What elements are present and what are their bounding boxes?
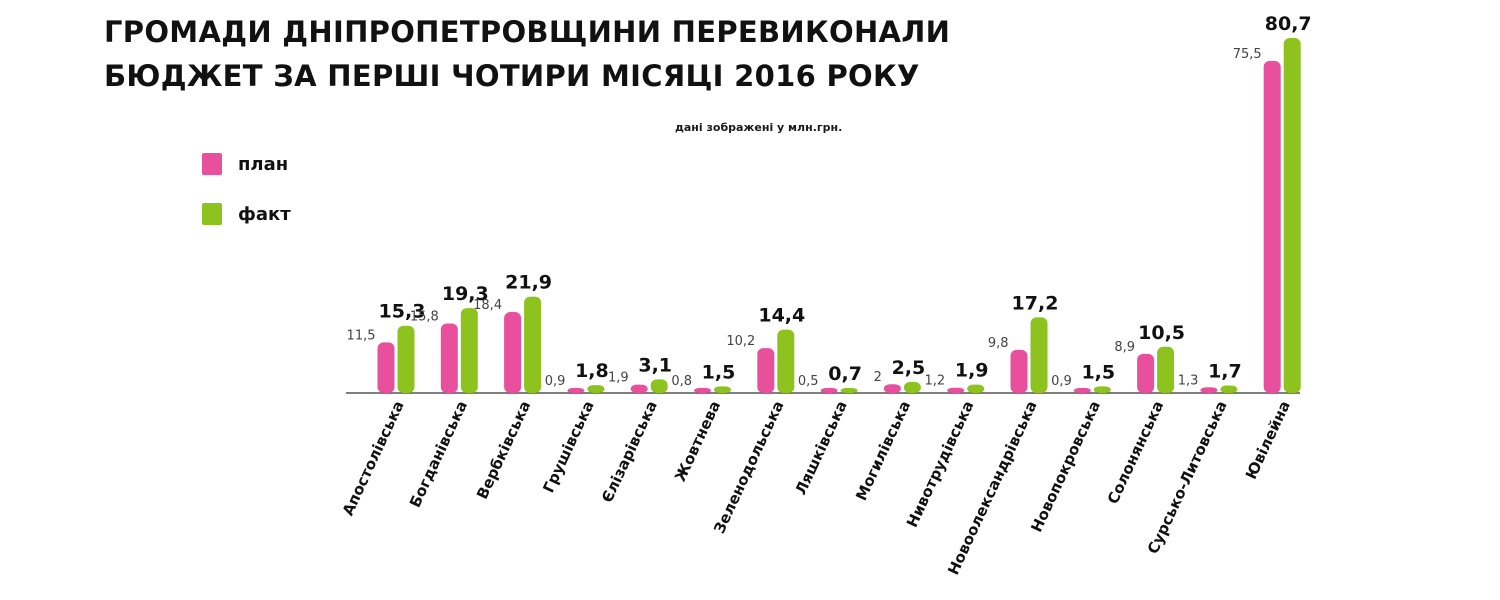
- data-label-plan-1: 15,8: [410, 309, 439, 324]
- bar-fact-13: [1220, 385, 1238, 393]
- data-label-fact-4: 3,1: [638, 354, 672, 376]
- category-label-0: Апостолівська: [339, 398, 408, 518]
- bar-fact-11: [1093, 386, 1111, 393]
- bar-fact-0: [397, 325, 415, 393]
- data-label-plan-2: 18,4: [473, 298, 502, 313]
- category-label-14: Ювілейна: [1242, 398, 1294, 482]
- data-label-fact-10: 17,2: [1012, 292, 1059, 314]
- data-label-fact-8: 2,5: [892, 357, 926, 379]
- legend-swatch-plan: [202, 153, 222, 175]
- data-label-plan-0: 11,5: [347, 328, 376, 343]
- data-label-plan-13: 1,3: [1178, 373, 1199, 388]
- data-label-plan-6: 10,2: [726, 334, 755, 349]
- legend-swatch-fact: [202, 203, 222, 225]
- bar-fact-8: [903, 382, 921, 393]
- data-label-plan-10: 9,8: [988, 336, 1009, 351]
- bar-plan-6: [757, 348, 775, 393]
- bar-plan-3: [567, 388, 585, 393]
- legend-item-fact: факт: [202, 200, 291, 228]
- bar-plan-5: [694, 388, 711, 393]
- bar-fact-10: [1030, 317, 1048, 393]
- chart-title-line-2: БЮДЖЕТ ЗА ПЕРШІ ЧОТИРИ МІСЯЦІ 2016 РОКУ: [104, 59, 920, 93]
- bar-plan-10: [1010, 349, 1028, 393]
- data-label-fact-6: 14,4: [758, 305, 805, 327]
- bar-plan-14: [1263, 60, 1281, 393]
- bar-plan-12: [1137, 353, 1155, 393]
- bar-fact-7: [840, 388, 858, 393]
- bar-fact-4: [650, 379, 668, 393]
- bar-plan-2: [504, 312, 522, 393]
- category-label-7: Ляшківська: [792, 398, 851, 498]
- data-label-plan-12: 8,9: [1114, 340, 1135, 355]
- data-label-fact-2: 21,9: [505, 272, 552, 294]
- data-label-fact-9: 1,9: [955, 360, 989, 382]
- bar-plan-1: [440, 323, 458, 393]
- bar-fact-1: [460, 308, 478, 393]
- bar-plan-7: [820, 388, 838, 393]
- category-label-6: Зеленодольська: [710, 398, 787, 536]
- legend-item-plan: план: [202, 150, 291, 178]
- category-label-5: Жовтнева: [671, 398, 724, 484]
- bar-fact-5: [714, 386, 731, 393]
- data-label-plan-5: 0,8: [671, 374, 692, 389]
- bar-plan-11: [1073, 388, 1091, 393]
- data-label-plan-14: 75,5: [1233, 47, 1262, 62]
- data-label-plan-4: 1,9: [608, 371, 629, 386]
- data-label-fact-5: 1,5: [702, 361, 736, 383]
- units-note: дані зображені у млн.грн.: [675, 121, 843, 134]
- category-label-3: Грушівська: [539, 398, 597, 496]
- data-label-fact-0: 15,3: [379, 301, 426, 323]
- data-label-plan-9: 1,2: [925, 374, 946, 389]
- category-label-9: Нивотрудівська: [903, 398, 977, 530]
- chart-title: ГРОМАДИ ДНІПРОПЕТРОВЩИНИ ПЕРЕВИКОНАЛИ БЮ…: [104, 10, 950, 98]
- bar-fact-14: [1283, 38, 1301, 393]
- bar-plan-4: [630, 384, 648, 393]
- bar-plan-13: [1200, 387, 1218, 393]
- category-label-8: Могилівська: [852, 398, 914, 503]
- data-label-fact-13: 1,7: [1208, 361, 1242, 383]
- legend-label-fact: факт: [238, 203, 291, 225]
- data-label-plan-3: 0,9: [545, 374, 566, 389]
- data-label-fact-1: 19,3: [442, 283, 489, 305]
- category-label-1: Богданівська: [406, 398, 471, 510]
- bar-fact-2: [524, 296, 542, 393]
- data-label-plan-7: 0,5: [798, 374, 819, 389]
- chart-title-line-1: ГРОМАДИ ДНІПРОПЕТРОВЩИНИ ПЕРЕВИКОНАЛИ: [104, 15, 951, 49]
- bar-plan-9: [947, 387, 965, 393]
- data-label-fact-14: 80,7: [1265, 13, 1312, 35]
- bar-plan-8: [883, 384, 901, 393]
- bar-fact-3: [587, 385, 605, 393]
- bar-fact-12: [1157, 346, 1175, 393]
- category-label-2: Вербківська: [473, 398, 534, 502]
- data-label-plan-8: 2: [874, 370, 882, 385]
- data-label-fact-12: 10,5: [1138, 322, 1185, 344]
- data-label-fact-11: 1,5: [1081, 361, 1115, 383]
- data-label-fact-3: 1,8: [575, 360, 609, 382]
- legend-label-plan: план: [238, 153, 289, 175]
- category-label-11: Новопокровська: [1027, 398, 1104, 535]
- category-label-4: Єлізарівська: [598, 398, 661, 505]
- legend: план факт: [202, 150, 291, 250]
- category-label-12: Солонянська: [1104, 398, 1168, 507]
- bar-fact-9: [967, 384, 985, 393]
- data-label-fact-7: 0,7: [828, 363, 862, 385]
- bar-fact-6: [777, 329, 795, 393]
- data-label-plan-11: 0,9: [1051, 374, 1072, 389]
- bar-plan-0: [377, 342, 395, 393]
